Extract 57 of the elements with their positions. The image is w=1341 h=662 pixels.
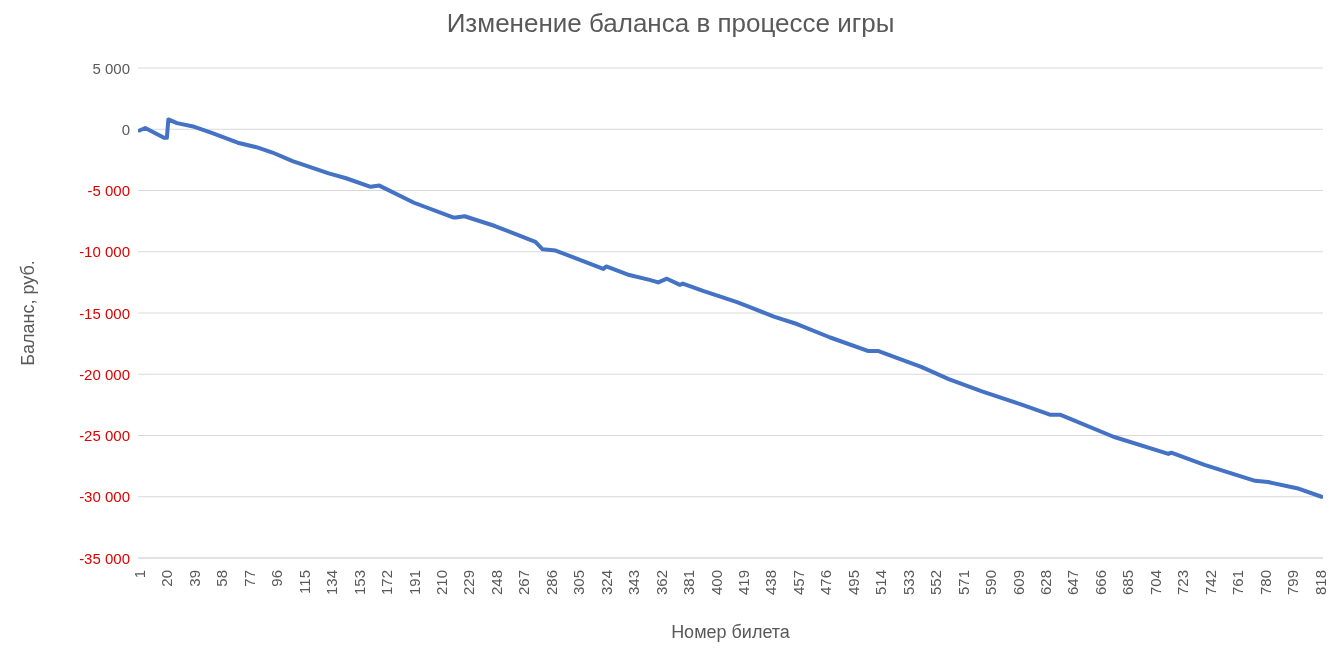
x-tick-label: 324 (597, 570, 615, 596)
x-tick-label: 799 (1284, 570, 1302, 596)
x-tick-label: 400 (707, 570, 725, 596)
x-tick-label: 39 (185, 570, 203, 587)
x-tick-label: 172 (378, 570, 396, 596)
x-tick-label: 438 (762, 570, 780, 596)
x-tick-label: 1 (130, 570, 148, 579)
x-tick-label: 666 (1091, 570, 1109, 596)
x-tick-label: 571 (954, 570, 972, 596)
x-tick-label: 647 (1064, 570, 1082, 596)
x-tick-label: 761 (1229, 570, 1247, 596)
x-tick-label: 780 (1256, 570, 1274, 596)
x-tick-label: 419 (735, 570, 753, 596)
x-tick-label: 742 (1201, 570, 1219, 596)
x-tick-label: 77 (240, 570, 258, 587)
x-tick-label: 495 (844, 570, 862, 596)
x-tick-label: 286 (542, 570, 560, 596)
x-tick-label: 96 (268, 570, 286, 587)
x-tick-label: 818 (1311, 570, 1329, 596)
y-tick-label: -20 000 (79, 365, 130, 383)
y-tick-label: -15 000 (79, 304, 130, 322)
x-tick-label: 115 (295, 570, 313, 594)
y-tick-label: -5 000 (87, 182, 130, 199)
x-tick-label: 590 (982, 570, 1000, 596)
x-tick-label: 476 (817, 570, 835, 596)
y-tick-label: 5 000 (92, 59, 130, 77)
x-tick-label: 685 (1119, 570, 1137, 596)
x-tick-label: 723 (1174, 570, 1192, 596)
line-series (138, 117, 1323, 499)
x-axis-title: Номер билета (671, 622, 791, 642)
x-tick-label: 533 (899, 570, 917, 596)
x-tick-label: 267 (515, 570, 533, 596)
x-tick-label: 628 (1037, 570, 1055, 596)
x-tick-label: 134 (323, 570, 341, 596)
x-tick-label: 191 (405, 570, 423, 596)
x-tick-label: 704 (1146, 570, 1164, 596)
x-tick-label: 457 (789, 570, 807, 596)
chart-title: Изменение баланса в процессе игры (445, 8, 896, 40)
x-tick-label: 305 (570, 570, 588, 596)
x-tick-label: 210 (432, 570, 450, 596)
x-tick-label: 58 (213, 570, 231, 587)
x-tick-label: 229 (460, 570, 478, 596)
y-tick-label: -10 000 (79, 243, 130, 261)
x-tick-label: 153 (350, 570, 368, 596)
y-tick-label: -30 000 (79, 488, 130, 506)
x-tick-label: 343 (625, 570, 643, 596)
x-tick-label: 552 (927, 570, 945, 596)
x-tick-label: 609 (1009, 570, 1027, 596)
x-tick-label: 381 (680, 570, 698, 596)
y-tick-label: -25 000 (79, 427, 130, 444)
y-axis-title: Баланс, руб. (18, 260, 39, 366)
x-tick-label: 362 (652, 570, 670, 596)
y-tick-label: -35 000 (79, 549, 130, 567)
x-tick-label: 514 (872, 570, 890, 596)
x-tick-label: 20 (158, 570, 176, 587)
y-tick-label: 0 (121, 120, 130, 138)
x-tick-label: 248 (487, 570, 505, 596)
